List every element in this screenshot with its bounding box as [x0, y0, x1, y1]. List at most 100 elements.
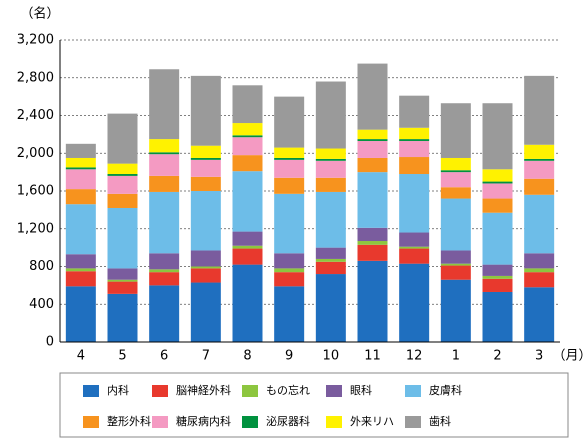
y-tick-label: 2,400 [17, 108, 54, 123]
bar-segment [190, 191, 221, 251]
bar-segment [524, 158, 555, 161]
bar-segment [399, 246, 430, 249]
bar-segment [399, 232, 430, 247]
bar-segment [315, 177, 346, 192]
bar-segment [315, 160, 346, 178]
bar-segment [357, 139, 388, 141]
bar-segment [107, 293, 138, 342]
bar-segment [65, 204, 96, 255]
y-tick-label: 3,200 [17, 33, 54, 48]
bar-segment [357, 63, 388, 130]
bar-segment [482, 181, 513, 184]
legend-label: 泌尿器科 [266, 414, 310, 428]
bar-segment [190, 157, 221, 160]
legend-box [59, 372, 569, 438]
bar-segment [482, 183, 513, 199]
bar-segment [274, 157, 305, 160]
legend-swatch [83, 385, 99, 397]
bar-segment [315, 274, 346, 342]
bar-segment [274, 253, 305, 269]
bar-segment [232, 155, 263, 172]
legend-label: もの忘れ [266, 383, 310, 397]
bar-segment [315, 258, 346, 262]
bar-segment [399, 95, 430, 128]
bar-segment [315, 148, 346, 159]
bar-segment [149, 139, 180, 153]
bar-segment [149, 154, 180, 176]
bar-segment [65, 157, 96, 168]
bar-segment [357, 140, 388, 158]
y-tick-label: 800 [29, 259, 54, 274]
bar-segment [149, 253, 180, 270]
bar-segment [399, 127, 430, 140]
x-tick-label: 6 [160, 349, 168, 364]
y-tick-label: 2,000 [17, 146, 54, 161]
legend-swatch [242, 385, 258, 397]
legend-label: 脳神経外科 [176, 383, 231, 397]
bar-segment [190, 282, 221, 342]
bar-segment [482, 291, 513, 342]
x-tick-label: 12 [406, 349, 423, 364]
bar-segment [232, 137, 263, 156]
bar-segment [440, 157, 471, 171]
bar-segment [482, 278, 513, 292]
bar-segment [232, 85, 263, 124]
bar-segment [232, 248, 263, 265]
bar-segment [399, 263, 430, 342]
bar-segment [524, 194, 555, 254]
bar-segment [482, 198, 513, 213]
bar-segment [524, 253, 555, 269]
bar-segment [190, 176, 221, 191]
bar-segment [524, 268, 555, 273]
x-tick-label: 1 [452, 349, 460, 364]
y-tick-label: 1,600 [17, 184, 54, 199]
bar-segment [65, 254, 96, 269]
legend-swatch [242, 416, 258, 428]
bar-segment [315, 81, 346, 149]
x-tick-label: 4 [77, 349, 85, 364]
bar-segment [315, 247, 346, 259]
bar-segment [315, 261, 346, 275]
bar-segment [65, 271, 96, 287]
bar-segment [65, 189, 96, 205]
legend-swatch [152, 385, 168, 397]
y-tick-label: 2,800 [17, 70, 54, 85]
bar-segment [399, 157, 430, 175]
bar-segment [482, 103, 513, 170]
bar-segment [107, 279, 138, 282]
bar-segment [65, 167, 96, 170]
bar-segment [357, 157, 388, 173]
bar-segment [357, 172, 388, 228]
x-unit: （月） [552, 349, 588, 364]
bar-segment [149, 272, 180, 286]
bar-segment [232, 264, 263, 342]
bar-segment [357, 227, 388, 242]
bar-segment [524, 287, 555, 342]
x-tick-label: 3 [535, 349, 543, 364]
bar-segment [399, 174, 430, 233]
bar-segment [440, 265, 471, 280]
bar-segment [274, 268, 305, 273]
bar-segment [357, 129, 388, 140]
bar-segment [315, 191, 346, 248]
bar-segment [440, 250, 471, 264]
bar-segment [232, 245, 263, 249]
legend-label: 糖尿病内科 [176, 414, 231, 428]
bar-segment [232, 231, 263, 246]
bar-segment [399, 140, 430, 158]
y-tick-label: 0 [46, 335, 54, 350]
bar-segment [107, 193, 138, 208]
legend-swatch [83, 416, 99, 428]
bar-segment [440, 172, 471, 188]
bar-segment [274, 272, 305, 287]
legend-swatch [326, 416, 342, 428]
bar-segment [357, 260, 388, 342]
bar-segment [107, 207, 138, 269]
x-tick-label: 7 [202, 349, 210, 364]
legend-label: 内科 [107, 383, 129, 397]
bar-segment [274, 286, 305, 342]
bar-segment [149, 285, 180, 342]
bar-segment [440, 279, 471, 342]
bar-segment [232, 135, 263, 138]
